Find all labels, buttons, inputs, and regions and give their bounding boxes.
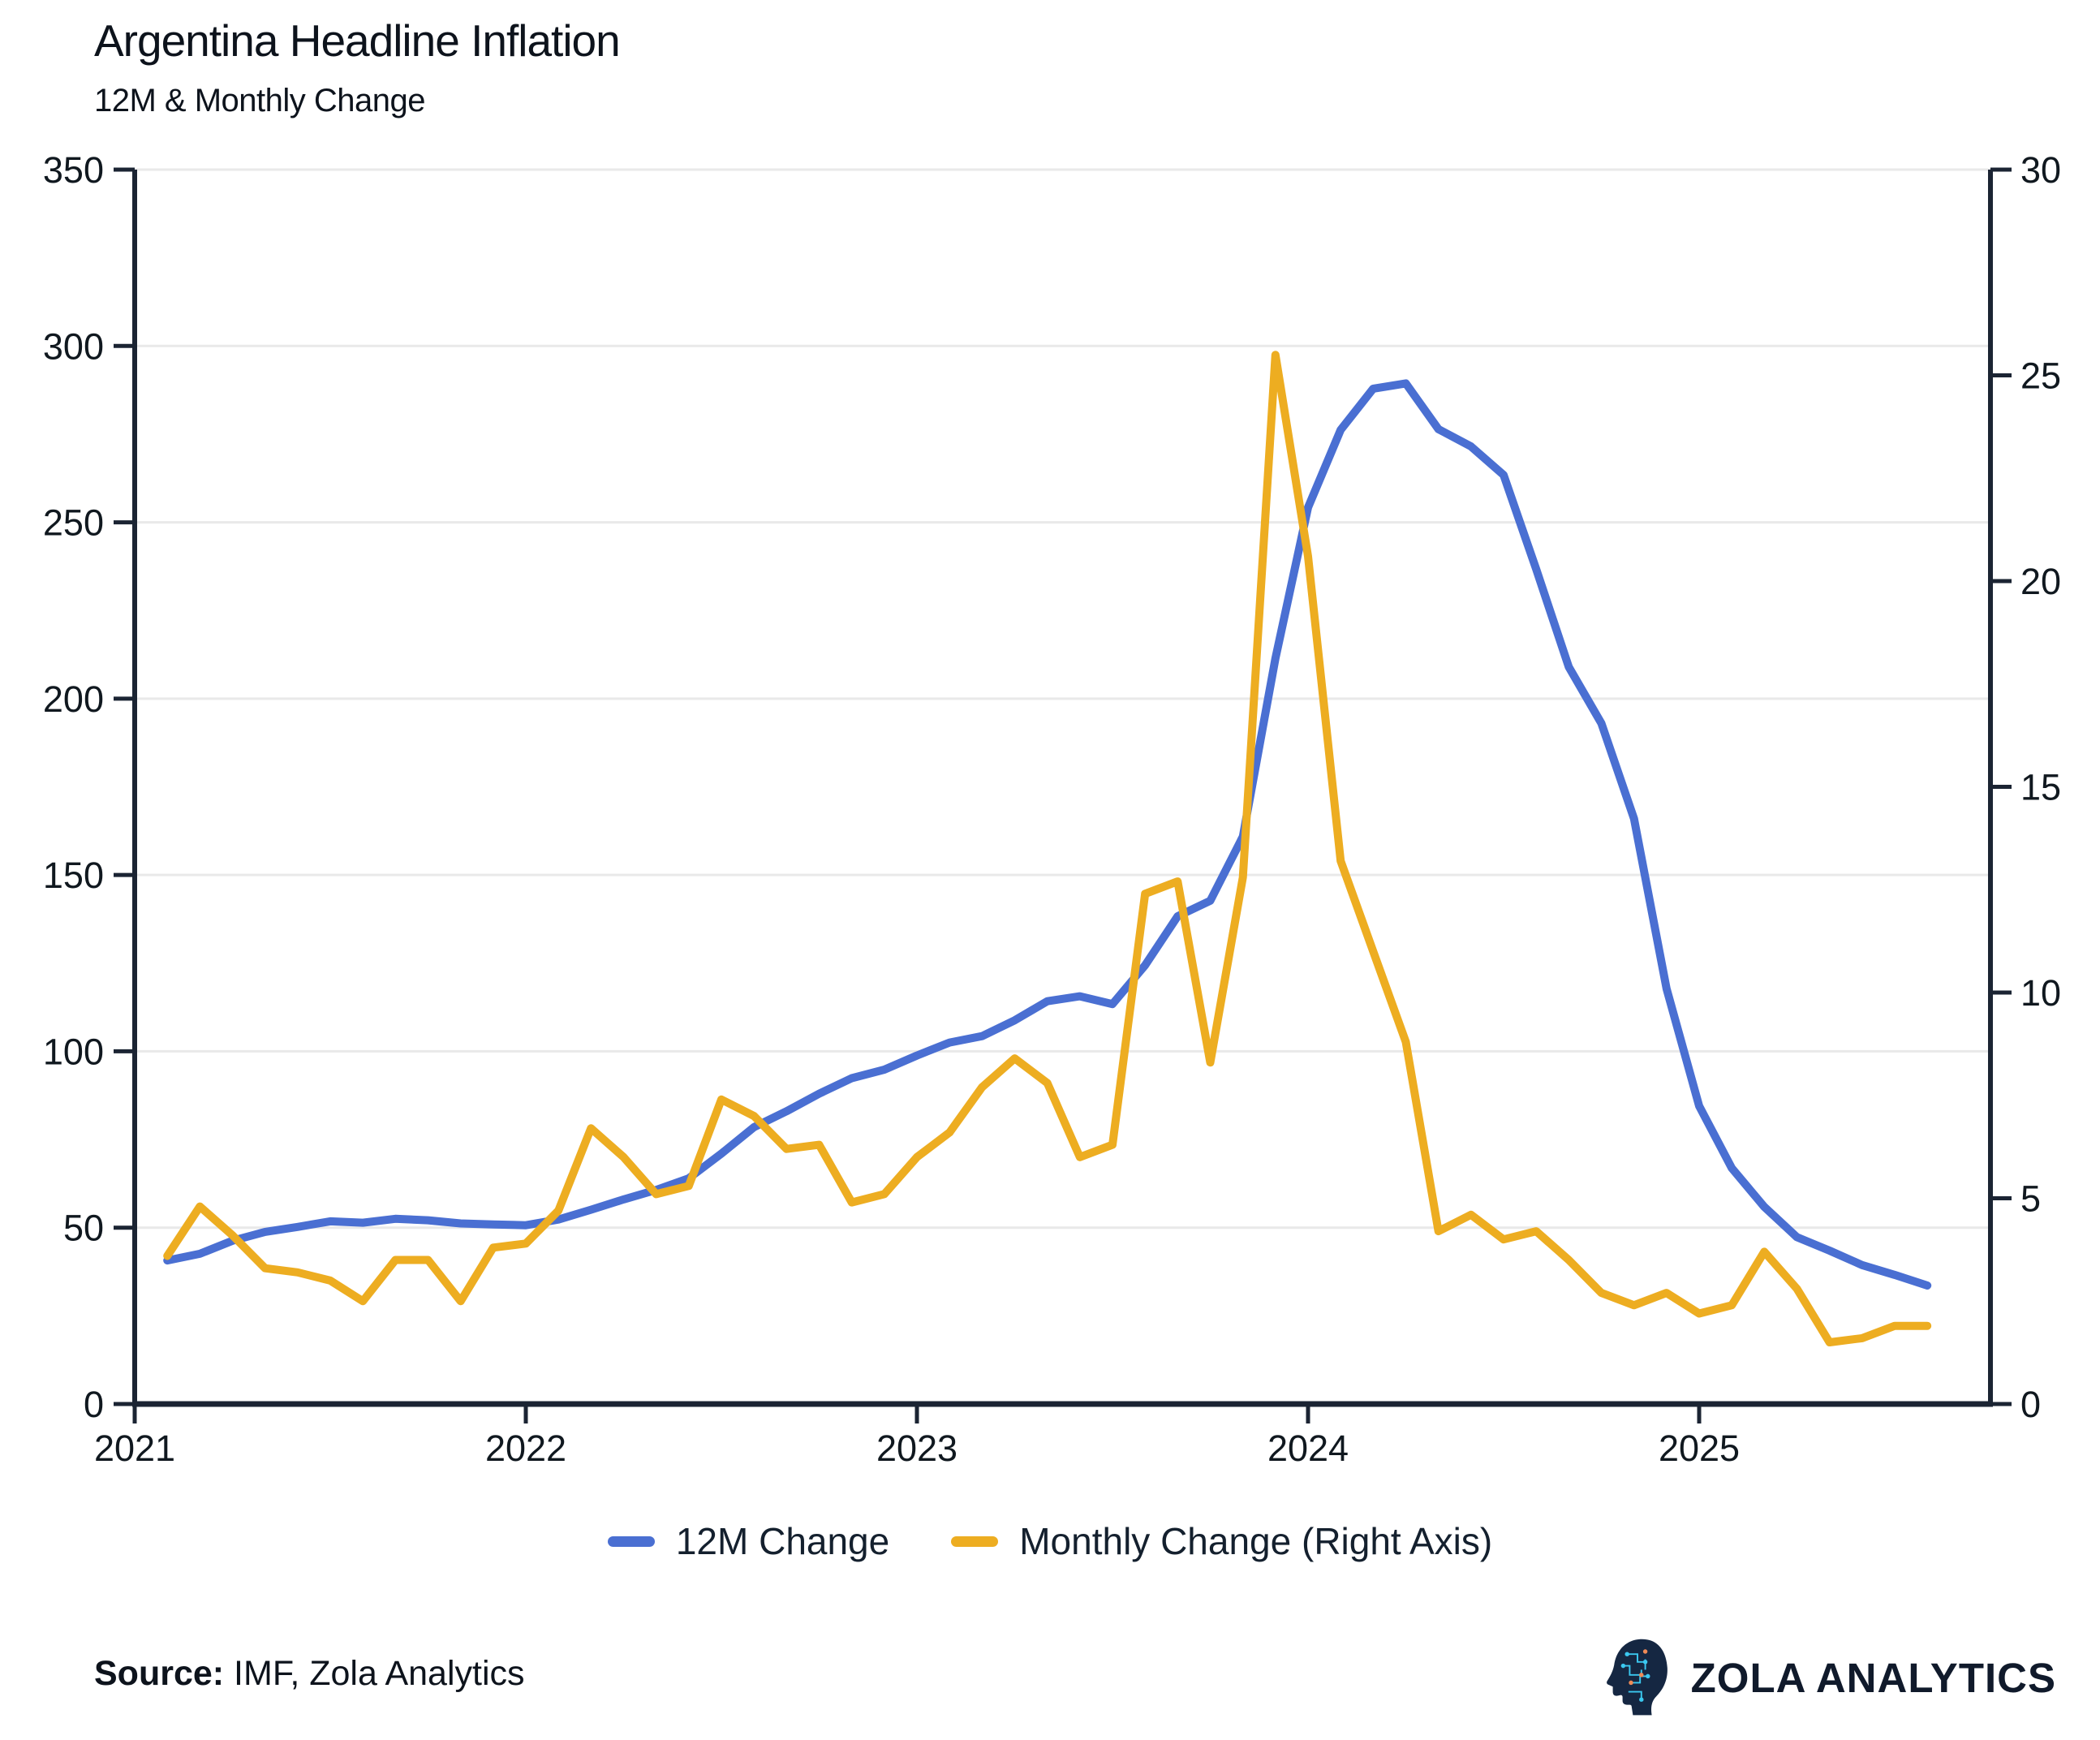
y-right-tick-label: 25 [2020,355,2061,397]
y-left-tick-label: 250 [43,502,104,544]
x-tick-label: 2025 [1659,1428,1740,1469]
y-left-tick-label: 200 [43,678,104,720]
series-line-monthly [163,351,1932,1346]
source-text: IMF, Zola Analytics [224,1654,525,1693]
legend-label: 12M Change [675,1520,890,1562]
series-line-12m [163,379,1932,1290]
x-tick-label: 2022 [485,1428,566,1469]
page-subtitle: 12M & Monthly Change [94,83,426,118]
legend-label: Monthly Change (Right Axis) [1019,1520,1493,1562]
y-right-tick-label: 15 [2020,767,2061,808]
y-right-tick-label: 10 [2020,972,2061,1014]
legend-item-monthly: Monthly Change (Right Axis) [951,1519,1492,1563]
circuit-nodes-accent [1628,1649,1647,1686]
head-silhouette [1606,1639,1668,1716]
legend-swatch [607,1535,655,1547]
y-right-tick-label: 5 [2020,1178,2041,1220]
x-tick-label: 2021 [94,1428,175,1469]
y-right-tick-label: 20 [2020,561,2061,602]
source-label: Source: [94,1654,225,1693]
legend-swatch [951,1535,999,1547]
circuit-nodes [1620,1652,1650,1702]
x-tick-label: 2023 [876,1428,957,1469]
y-left-tick-label: 350 [43,149,104,191]
y-left-tick-label: 50 [63,1208,104,1249]
y-right-tick-label: 0 [2020,1384,2041,1425]
x-tick-label: 2024 [1267,1428,1349,1469]
y-left-tick-label: 300 [43,325,104,367]
brand-block: ZOLA ANALYTICS [1605,1633,2056,1722]
zola-head-logo-icon [1606,1639,1668,1716]
legend-item-12m: 12M Change [607,1519,890,1563]
source-note: Source: IMF, Zola Analytics [94,1654,525,1694]
y-right-tick-label: 30 [2020,149,2061,191]
y-left-tick-label: 150 [43,855,104,896]
y-left-tick-label: 0 [84,1384,104,1425]
chart-legend: 12M Change Monthly Change (Right Axis) [0,1519,2100,1563]
y-left-tick-label: 100 [43,1031,104,1072]
brand-wordmark: ZOLA ANALYTICS [1690,1654,2056,1701]
page-title: Argentina Headline Inflation [94,15,621,66]
